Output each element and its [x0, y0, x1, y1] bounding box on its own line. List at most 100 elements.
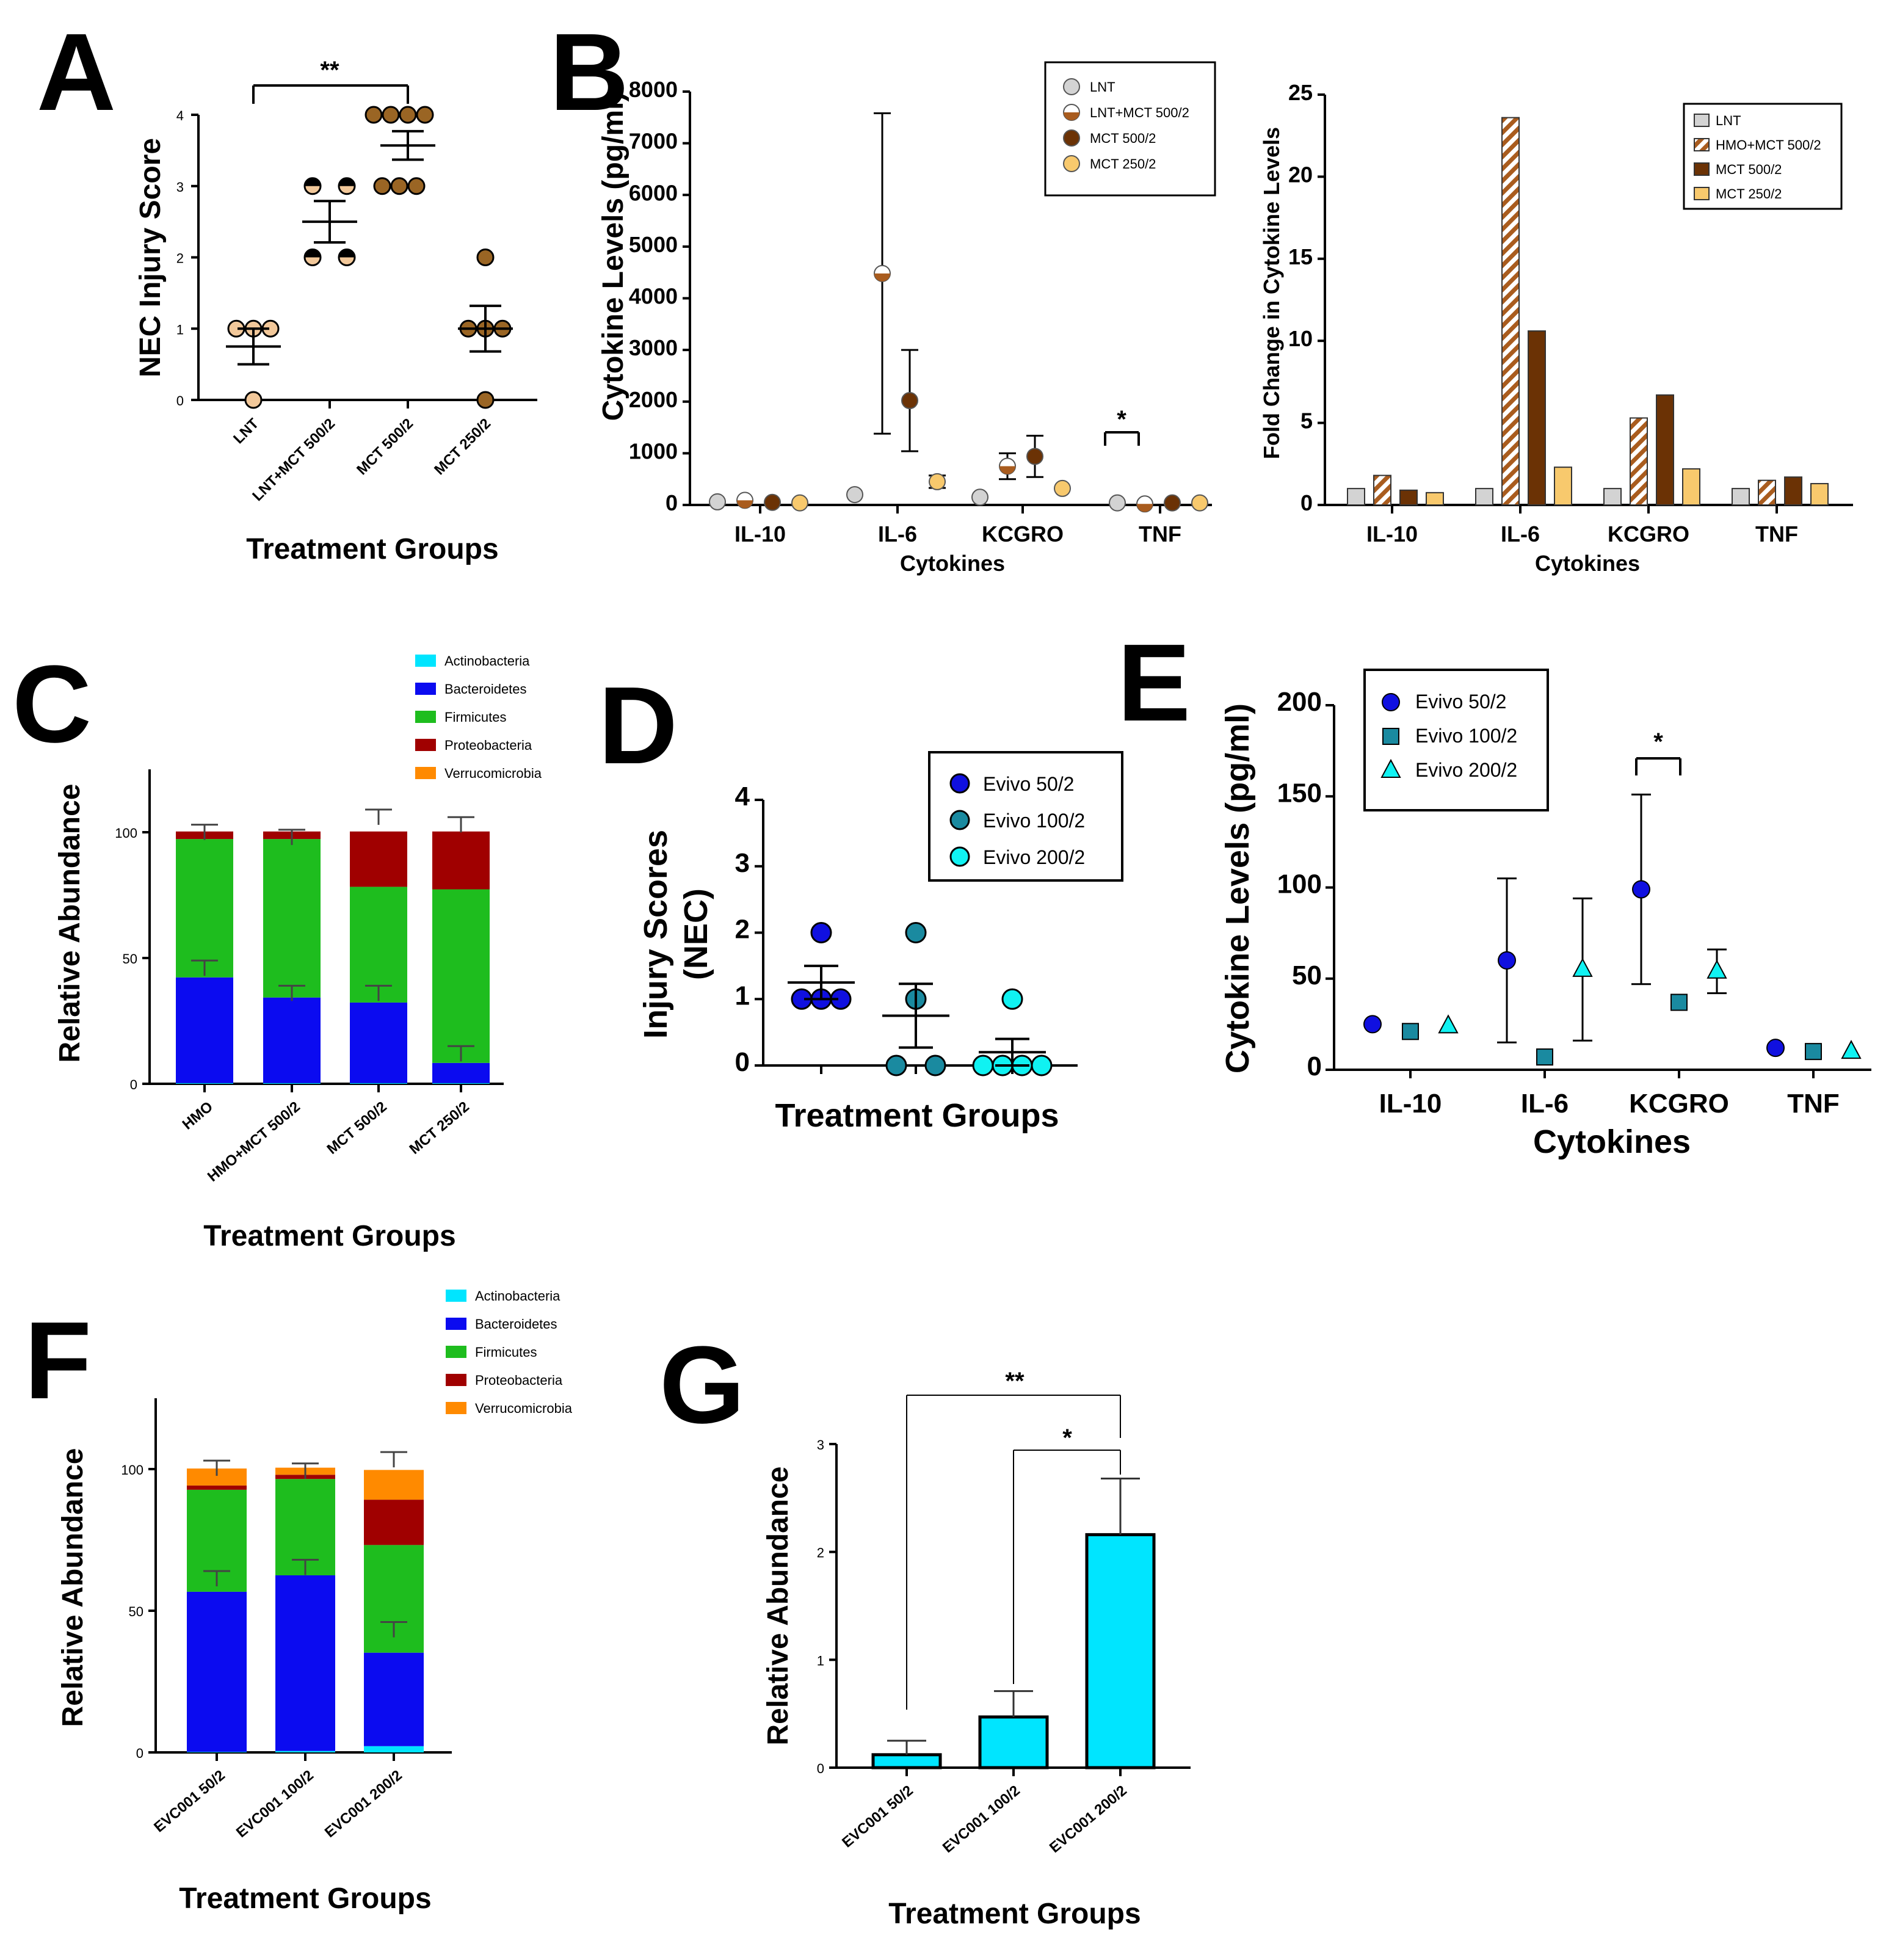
panel-label-G: G — [659, 1324, 745, 1446]
bar — [1501, 117, 1520, 506]
bar — [871, 1753, 942, 1769]
legend-label: Proteobacteria — [475, 1373, 563, 1388]
x-tick-label: KCGRO — [1608, 521, 1689, 546]
data-point — [1572, 957, 1593, 977]
panel-label-B: B — [550, 11, 629, 134]
legend-label: Proteobacteria — [444, 738, 532, 753]
legend-swatch — [415, 655, 436, 667]
y-tick-label: 2 — [176, 251, 184, 266]
data-point — [901, 392, 918, 410]
legend-label: MCT 500/2 — [1090, 131, 1156, 146]
y-axis-title: Relative Abundance — [54, 783, 86, 1062]
legend-label: Actinobacteria — [444, 653, 530, 669]
y-tick-label: 5000 — [629, 232, 678, 257]
y-tick-label: 2000 — [629, 387, 678, 412]
legend-label: MCT 250/2 — [1716, 186, 1782, 201]
data-point — [972, 1054, 994, 1076]
legend-marker — [949, 810, 970, 830]
bar-segment — [350, 1083, 407, 1084]
data-point — [303, 177, 322, 195]
data-point — [1766, 1039, 1785, 1058]
data-point — [971, 488, 988, 506]
x-tick-label: LNT+MCT 500/2 — [249, 415, 338, 504]
data-point — [382, 106, 400, 124]
y-tick-label: 4 — [735, 782, 750, 811]
legend-label: LNT — [1716, 113, 1741, 128]
y-tick-label: 0 — [1307, 1051, 1322, 1081]
legend-swatch — [1694, 138, 1710, 151]
data-point — [338, 177, 356, 195]
y-tick-label: 3 — [817, 1437, 824, 1453]
data-point — [1632, 880, 1650, 899]
legend-label: Verrucomicrobia — [444, 766, 542, 781]
data-point — [1498, 951, 1516, 970]
data-point — [709, 493, 726, 510]
bar-segment — [350, 1002, 407, 1083]
x-axis-title: Cytokines — [1535, 551, 1640, 576]
data-point — [929, 473, 946, 490]
legend-swatch — [1694, 114, 1710, 127]
x-tick-label: IL-10 — [734, 521, 786, 546]
significance-label: ** — [1005, 1368, 1025, 1395]
legend-swatch — [1694, 162, 1710, 176]
legend-box — [1683, 103, 1843, 210]
x-tick-label: IL-6 — [878, 521, 917, 546]
data-point — [303, 249, 322, 266]
bar — [1732, 488, 1750, 506]
x-tick-label: HMO — [180, 1098, 216, 1133]
x-tick-label: EVC001 100/2 — [233, 1767, 317, 1841]
data-point — [1026, 448, 1043, 465]
significance-label: * — [1653, 728, 1663, 755]
y-tick-label: 50 — [123, 951, 137, 967]
panel-label-D: D — [598, 664, 678, 787]
x-tick-label: IL-10 — [1366, 521, 1418, 546]
panel-label-F: F — [24, 1299, 92, 1422]
y-tick-label: 200 — [1277, 687, 1322, 717]
y-tick-label: 4 — [176, 108, 184, 123]
legend-label: Bacteroidetes — [475, 1316, 557, 1332]
bar — [1085, 1533, 1156, 1769]
panel-label-E: E — [1117, 622, 1191, 744]
y-tick-label: 7000 — [629, 129, 678, 154]
y-tick-label: 50 — [1292, 960, 1322, 990]
x-axis-title: Treatment Groups — [888, 1898, 1141, 1930]
data-point — [390, 177, 408, 195]
legend-swatch — [446, 1402, 466, 1414]
bar — [1475, 488, 1493, 506]
bar — [1426, 492, 1444, 506]
data-point — [736, 492, 753, 509]
data-point — [1805, 1043, 1822, 1061]
bar-segment — [432, 1062, 490, 1083]
chart-E: 0 50 100 150 200 Cytokine Levels (pg/ml) IL-10… — [1219, 669, 1871, 1160]
x-tick-label: EVC001 50/2 — [151, 1767, 228, 1835]
legend-swatch — [446, 1346, 466, 1358]
data-point — [1191, 494, 1208, 512]
x-axis-title: Treatment Groups — [203, 1220, 455, 1252]
bar — [1528, 330, 1546, 506]
bar-segment — [263, 997, 321, 1083]
x-tick-label: TNF — [1755, 521, 1798, 546]
legend-label: Firmicutes — [475, 1345, 537, 1360]
legend-label: Actinobacteria — [475, 1288, 560, 1304]
x-tick-label: MCT 500/2 — [354, 415, 416, 478]
legend-label: LNT+MCT 500/2 — [1090, 105, 1189, 120]
x-axis-title: Cytokines — [1533, 1123, 1691, 1160]
legend-swatch — [446, 1290, 466, 1302]
y-tick-label: 20 — [1288, 162, 1313, 187]
legend-marker — [1382, 693, 1400, 711]
x-tick-label: EVC001 200/2 — [322, 1767, 405, 1841]
x-axis-title: Cytokines — [900, 551, 1005, 576]
data-point — [764, 493, 781, 511]
y-tick-label: 1 — [735, 981, 750, 1011]
y-tick-label: 4000 — [629, 284, 678, 309]
y-tick-label: 0 — [817, 1761, 824, 1776]
point-half — [874, 273, 890, 281]
bar-segment — [364, 1746, 424, 1752]
chart-G: 0 1 2 3 Relative Abundance EVC001 50/2 EVC001 … — [762, 1368, 1191, 1930]
legend-marker — [949, 846, 970, 867]
y-tick-label: 15 — [1288, 244, 1313, 269]
legend-label: HMO+MCT 500/2 — [1716, 137, 1821, 153]
